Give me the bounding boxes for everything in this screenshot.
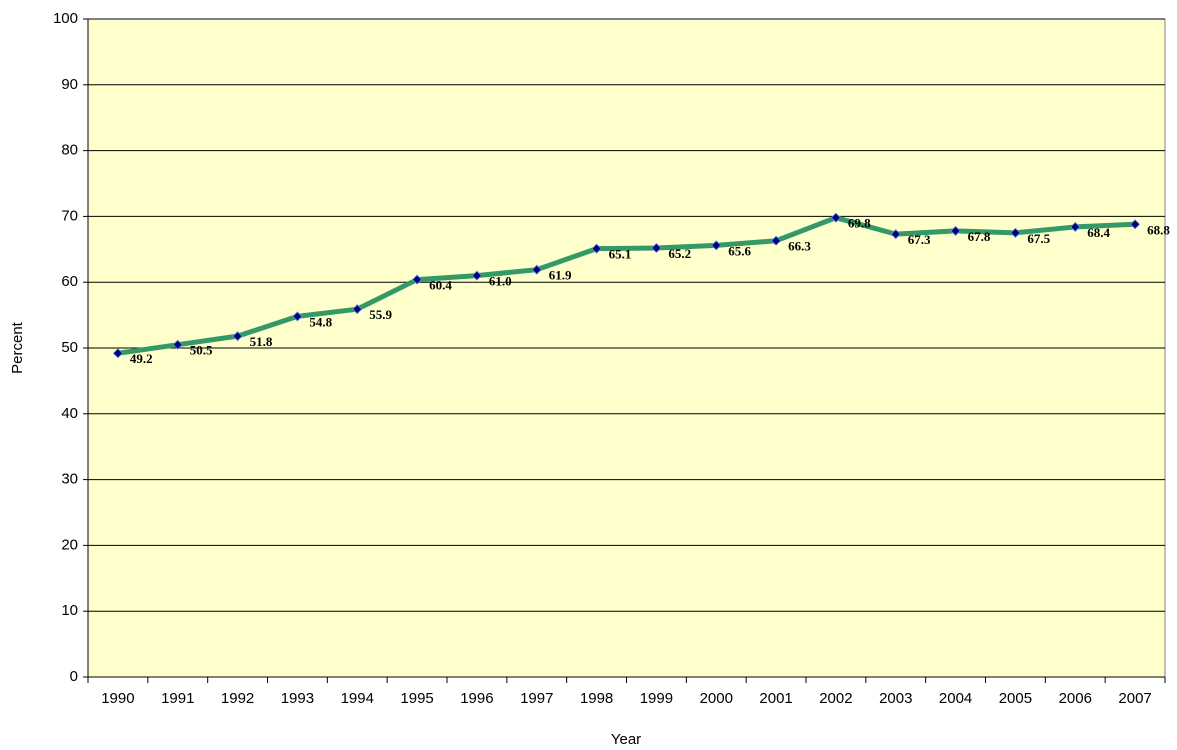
data-marker bbox=[950, 225, 961, 236]
x-tick-label: 1994 bbox=[341, 690, 374, 707]
data-label: 49.2 bbox=[130, 351, 153, 366]
x-tick-label: 2006 bbox=[1059, 690, 1092, 707]
x-tick-label: 2000 bbox=[700, 690, 733, 707]
data-label: 61.9 bbox=[549, 268, 572, 283]
data-marker bbox=[890, 229, 901, 240]
data-marker bbox=[471, 270, 482, 281]
data-label: 66.3 bbox=[788, 239, 811, 254]
x-tick-label: 2007 bbox=[1118, 690, 1151, 707]
data-label: 67.8 bbox=[968, 229, 991, 244]
x-tick-label: 1999 bbox=[640, 690, 673, 707]
x-tick-label: 1993 bbox=[281, 690, 314, 707]
data-marker bbox=[172, 339, 183, 350]
x-tick-label: 1998 bbox=[580, 690, 613, 707]
data-label: 50.5 bbox=[190, 343, 213, 358]
data-marker bbox=[292, 311, 303, 322]
data-label: 55.9 bbox=[369, 307, 392, 322]
data-marker bbox=[412, 274, 423, 285]
x-tick-label: 1991 bbox=[161, 690, 194, 707]
y-tick-label: 30 bbox=[61, 471, 78, 488]
data-label: 51.8 bbox=[250, 334, 273, 349]
y-tick-label: 70 bbox=[61, 207, 78, 224]
data-marker bbox=[352, 304, 363, 315]
data-label: 67.5 bbox=[1027, 231, 1050, 246]
data-marker bbox=[1070, 221, 1081, 232]
data-marker bbox=[232, 331, 243, 342]
x-tick-label: 1996 bbox=[460, 690, 493, 707]
y-tick-label: 80 bbox=[61, 142, 78, 159]
x-tick-label: 2005 bbox=[999, 690, 1032, 707]
x-tick-label: 1992 bbox=[221, 690, 254, 707]
data-label: 60.4 bbox=[429, 278, 452, 293]
x-tick-label: 2004 bbox=[939, 690, 972, 707]
data-label: 65.6 bbox=[728, 243, 751, 258]
y-tick-label: 50 bbox=[61, 339, 78, 356]
data-label: 69.8 bbox=[848, 216, 871, 231]
data-marker bbox=[531, 264, 542, 275]
x-tick-label: 2002 bbox=[819, 690, 852, 707]
data-label: 68.4 bbox=[1087, 225, 1110, 240]
y-tick-label: 10 bbox=[61, 602, 78, 619]
x-tick-label: 2003 bbox=[879, 690, 912, 707]
y-tick-label: 60 bbox=[61, 273, 78, 290]
data-marker bbox=[830, 212, 841, 223]
data-marker bbox=[591, 243, 602, 254]
data-label: 54.8 bbox=[309, 314, 332, 329]
data-marker bbox=[112, 348, 123, 359]
data-line bbox=[117, 215, 1136, 356]
x-tick-label: 1995 bbox=[400, 690, 433, 707]
data-marker bbox=[711, 240, 722, 251]
data-marker bbox=[771, 235, 782, 246]
data-marker bbox=[651, 242, 662, 254]
y-tick-label: 40 bbox=[61, 405, 78, 422]
y-tick-label: 90 bbox=[61, 76, 78, 93]
x-axis-title: Year bbox=[611, 731, 641, 748]
y-axis-title: Percent bbox=[9, 321, 26, 374]
data-label: 65.2 bbox=[668, 246, 691, 261]
data-label: 68.8 bbox=[1147, 222, 1170, 237]
data-label: 61.0 bbox=[489, 274, 512, 289]
y-tick-label: 20 bbox=[61, 536, 78, 553]
data-label: 67.3 bbox=[908, 232, 931, 247]
y-tick-label: 0 bbox=[70, 668, 78, 685]
data-label: 65.1 bbox=[609, 247, 632, 262]
data-marker bbox=[1010, 227, 1021, 238]
data-marker bbox=[1130, 219, 1141, 230]
x-tick-label: 1997 bbox=[520, 690, 553, 707]
x-tick-label: 1990 bbox=[101, 690, 134, 707]
x-tick-label: 2001 bbox=[759, 690, 792, 707]
y-tick-label: 100 bbox=[53, 10, 78, 27]
